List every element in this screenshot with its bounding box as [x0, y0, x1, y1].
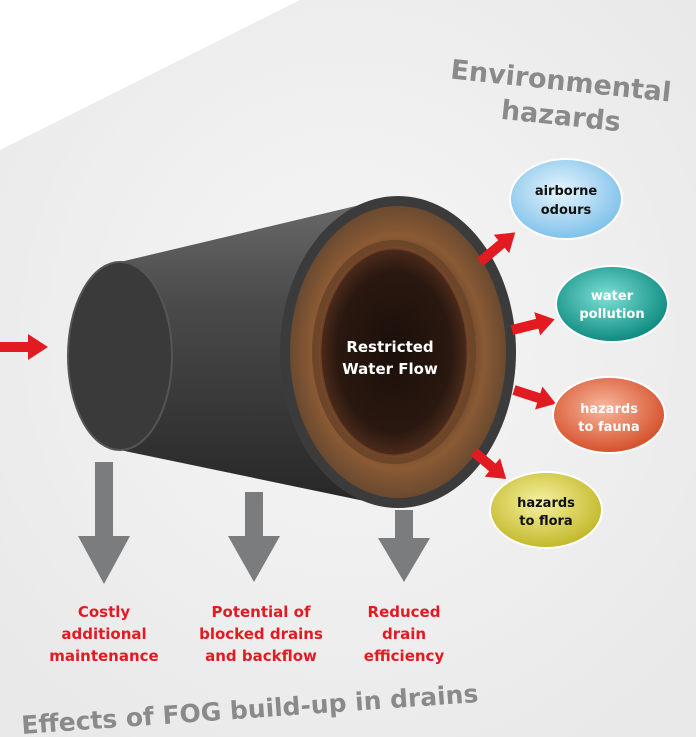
restricted-flow-line1: Restricted: [346, 338, 433, 356]
effect3-line1: Reduced: [368, 603, 441, 621]
bubble-flora-line2: to flora: [519, 514, 572, 529]
effect2-line1: Potential of: [212, 603, 311, 621]
effect-blocked-drains: Potential of blocked drains and backflow: [199, 603, 323, 665]
bubble-fauna-line1: hazards: [580, 402, 638, 417]
bubble-airborne-line1: airborne: [535, 184, 598, 199]
effect2-line3: and backflow: [205, 647, 317, 665]
effect-costly-maintenance: Costly additional maintenance: [49, 603, 158, 665]
effect3-line2: drain: [382, 625, 426, 643]
down-arrow-maintenance: [78, 462, 130, 584]
bubble-hazards-flora: hazards to flora: [489, 471, 603, 549]
bubble-airborne-line2: odours: [541, 203, 592, 218]
bubble-fauna-line2: to fauna: [578, 420, 639, 435]
inflow-arrow: [0, 334, 48, 360]
restricted-flow-line2: Water Flow: [342, 360, 438, 378]
effect1-line2: additional: [61, 625, 146, 643]
effect2-line2: blocked drains: [199, 625, 323, 643]
down-arrow-efficiency: [378, 510, 430, 582]
arrow-to-water: [510, 312, 555, 336]
bubble-hazards-fauna: hazards to fauna: [552, 376, 666, 454]
pipe-far-end: [68, 262, 172, 450]
down-arrow-blocked: [228, 492, 280, 582]
bubble-water-line1: water: [591, 289, 634, 304]
effect1-line1: Costly: [78, 603, 131, 621]
effect-reduced-efficiency: Reduced drain efficiency: [364, 603, 445, 665]
pipe: [67, 196, 516, 508]
bubble-airborne-odours: airborne odours: [509, 158, 623, 240]
bubble-water-pollution: water pollution: [555, 265, 669, 343]
pipe-opening: [320, 248, 468, 456]
arrow-to-airborne: [476, 232, 516, 266]
effect3-line3: efficiency: [364, 647, 445, 665]
bubble-flora-line1: hazards: [517, 496, 575, 511]
arrow-to-flora: [470, 448, 507, 479]
bubble-water-line2: pollution: [579, 307, 644, 322]
arrow-to-fauna: [512, 385, 556, 410]
effect1-line3: maintenance: [49, 647, 158, 665]
